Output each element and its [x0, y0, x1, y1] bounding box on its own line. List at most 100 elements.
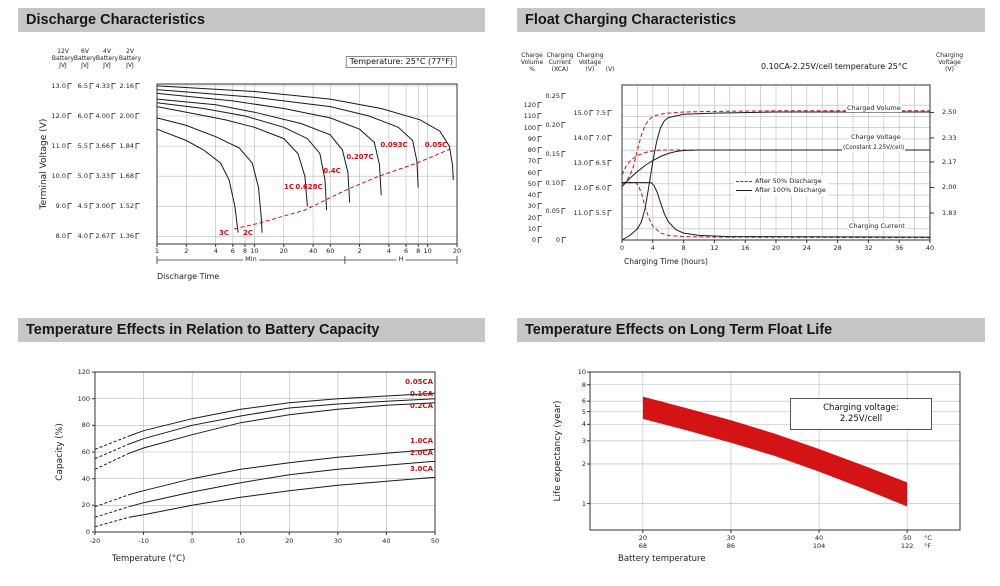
- series-charged-volume-after-100pct-discharge: [621, 111, 930, 241]
- y-column-tick-label: 1.84: [120, 142, 140, 150]
- y-tick-label: 2: [581, 459, 586, 468]
- x-tick-label: 0: [190, 537, 195, 545]
- y-column-tick-label: 110: [524, 112, 542, 120]
- y-column-tick-label: 120: [524, 101, 542, 109]
- series-cut-off-voltage-line: [234, 147, 453, 230]
- y-column-tick-label: 10.0: [52, 172, 72, 180]
- y-column-tick-label: 14.0: [574, 134, 594, 142]
- y-column-tick-label: 90: [528, 135, 542, 143]
- series-charging-current-after-100pct-discharge: [622, 182, 931, 238]
- series-label-0-207c: 0.207C: [346, 153, 374, 161]
- x-tick-label: 8: [681, 244, 686, 252]
- x-tick-label: 4: [213, 247, 218, 255]
- legend-item: After 50% Discharge: [736, 177, 826, 186]
- series-0-4c: [156, 98, 351, 203]
- y-tick-label: 80: [81, 421, 90, 430]
- x-tick-label: 32: [864, 244, 873, 252]
- series-3c: [156, 128, 239, 233]
- y-tick-label: 20: [81, 501, 90, 510]
- right-axis-tick-label: 2.50: [942, 108, 957, 117]
- y-axis-column-header: Charge Volume %: [520, 52, 544, 73]
- y-column-tick-label: 0.10: [546, 179, 566, 187]
- x-axis-title: Discharge Time: [157, 272, 220, 281]
- annotation-charged-volume: Charged Volume: [846, 104, 902, 112]
- section-header-float-life: Temperature Effects on Long Term Float L…: [517, 318, 985, 342]
- chart-note: Temperature: 25°C (77°F): [345, 56, 457, 68]
- y-tick-label: 3: [581, 436, 586, 445]
- x-tick-label: 36: [895, 244, 904, 252]
- series-charged-volume-after-50pct-discharge: [621, 110, 930, 185]
- series-2-0ca-low-temp-tail: [94, 506, 130, 518]
- y-column-tick-label: 11.0: [52, 142, 72, 150]
- y-tick-label: 6: [581, 397, 586, 406]
- y-axis-column-header: 12V Battery JVJ: [51, 48, 75, 69]
- y-column-tick-label: 0: [532, 236, 542, 244]
- series-1-0ca-low-temp-tail: [94, 494, 130, 508]
- series-charging-current-after-50pct-discharge: [622, 182, 931, 239]
- series-0-05ca: [128, 392, 436, 437]
- y-column-tick-label: 5.5: [78, 142, 94, 150]
- x-tick-label: 40: [925, 244, 935, 252]
- series-0-207c: [156, 92, 382, 196]
- y-tick-label: 4: [581, 420, 586, 429]
- series-0-2ca: [128, 402, 436, 454]
- x-tick-fahrenheit-label: 122: [900, 542, 914, 550]
- time-unit-label-h: H: [396, 255, 406, 263]
- series-0-093c: [156, 89, 419, 188]
- x-tick-label: 50: [430, 537, 440, 545]
- series-1c: [156, 106, 308, 207]
- y-column-tick-label: 40: [528, 191, 542, 199]
- legend-swatch-red-dashed: [736, 181, 752, 182]
- y-column-tick-label: 2.00: [120, 112, 140, 120]
- x-tick-label: 28: [833, 244, 842, 252]
- charging-voltage-note-line2: 2.25V/cell: [839, 414, 883, 424]
- y-column-tick-label: 4.33: [96, 82, 116, 90]
- x-tick-label: 24: [802, 244, 811, 252]
- charging-voltage-note-line1: Charging voltage:: [823, 403, 899, 413]
- y-axis-column-header: 4V Battery JVJ: [95, 48, 119, 69]
- series-label-1-0ca: 1.0CA: [410, 437, 433, 445]
- y-axis-column-header: 6V Battery JVJ: [73, 48, 97, 69]
- x-tick-label: 10: [236, 537, 245, 545]
- y-column-tick-label: 7.5: [596, 109, 612, 117]
- y-column-tick-label: 0.05: [546, 207, 566, 215]
- series-2c: [156, 117, 263, 233]
- x-tick-label: 1: [154, 247, 160, 255]
- series-label-0-05c: 0.05C: [424, 141, 448, 149]
- y-column-tick-label: 6.5: [78, 82, 94, 90]
- series-0-05ca-low-temp-tail: [94, 435, 130, 450]
- y-tick-label: 60: [81, 448, 90, 456]
- plot-frame: [589, 371, 961, 531]
- series-label-0-4c: 0.4C: [323, 167, 341, 175]
- legend: After 50% Discharge After 100% Discharge: [734, 176, 828, 196]
- chart-note: 0.10CA-2.25V/cell temperature 25°C: [758, 62, 911, 72]
- y-column-tick-label: 2.16: [120, 82, 140, 90]
- series-1-0ca: [128, 448, 436, 496]
- x-axis-title: Charging Time (hours): [624, 257, 708, 266]
- y-column-tick-label: 6.5: [596, 159, 612, 167]
- x-tick-label: 20: [452, 247, 462, 255]
- x-tick-label: 60: [326, 247, 335, 255]
- y-column-tick-label: 4.5: [78, 202, 94, 210]
- y-column-tick-label: 3.33: [96, 172, 116, 180]
- y-axis-title: Terminal Voltage (V): [39, 118, 49, 210]
- y-column-tick-label: 5.0: [78, 172, 94, 180]
- chart-canvas-tempcap: [92, 371, 436, 535]
- x-tick-label: 4: [386, 247, 391, 255]
- right-axis-header: Charging Voltage (V): [936, 52, 964, 73]
- time-unit-label-min: Min: [243, 255, 259, 263]
- charging-voltage-note: Charging voltage: 2.25V/cell: [790, 398, 932, 430]
- x-tick-label: 30: [333, 537, 342, 545]
- annotation-charge-voltage-sub: (Constant 2.25V/cell): [842, 144, 906, 152]
- x-tick-label: 20: [771, 244, 781, 252]
- x-tick-fahrenheit-label: 104: [812, 542, 826, 550]
- chart-float-life: 20 68 30 86 40 104 50 122 °C °F 10 8 6 5 4 3 2 1 Life expe…: [500, 352, 1000, 586]
- y-column-tick-label: 100: [524, 124, 542, 132]
- right-axis-tick-label: 2.33: [942, 133, 957, 142]
- x-tick-fahrenheit-label: 86: [726, 542, 736, 550]
- chart-temperature-capacity: -20 -10 0 10 20 30 40 50 0 20 40 60 80 100 120 Capacity…: [0, 352, 500, 586]
- x-axis-unit-fahrenheit: °F: [924, 542, 931, 550]
- plot-frame: [156, 83, 458, 245]
- series-3-0ca-low-temp-tail: [94, 516, 130, 528]
- section-header-temperature-capacity: Temperature Effects in Relation to Batte…: [18, 318, 485, 342]
